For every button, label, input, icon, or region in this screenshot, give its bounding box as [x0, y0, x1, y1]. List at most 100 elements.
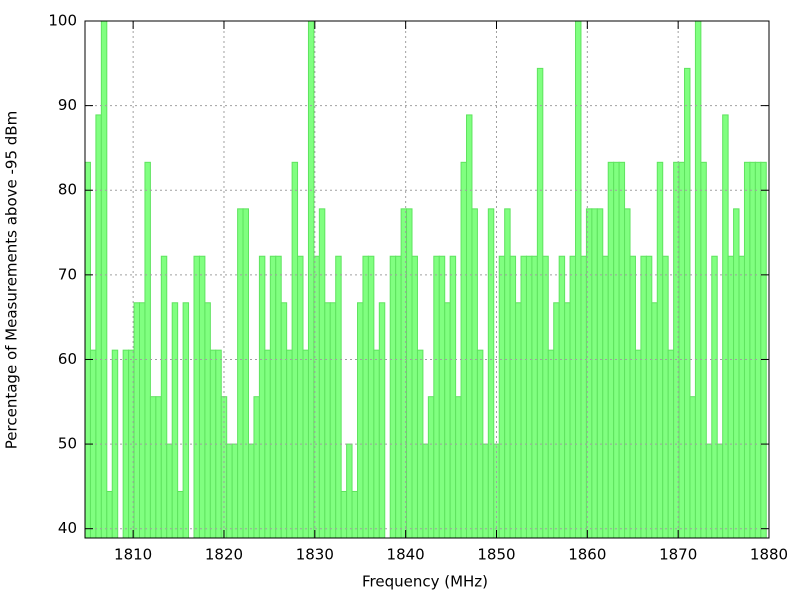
bar	[171, 302, 179, 538]
bar	[346, 443, 353, 538]
bar	[307, 21, 315, 538]
x-tick-label: 1830	[296, 546, 334, 564]
bar	[689, 396, 696, 538]
bar	[716, 443, 724, 538]
bar	[177, 490, 184, 538]
bar	[160, 255, 168, 538]
bar	[498, 255, 506, 538]
bar	[95, 114, 102, 538]
bar	[226, 443, 233, 538]
bar	[558, 255, 566, 538]
bar	[438, 255, 446, 538]
x-tick-label: 1820	[205, 546, 243, 564]
bar	[198, 255, 206, 538]
bar	[455, 396, 462, 538]
bar	[100, 21, 108, 538]
bar	[166, 443, 173, 538]
x-axis-label: Frequency (MHz)	[362, 573, 488, 591]
x-tick-label: 1850	[477, 546, 515, 564]
bar	[367, 255, 375, 538]
bar	[585, 208, 593, 538]
bar	[575, 21, 582, 538]
x-tick-label: 1840	[387, 546, 425, 564]
bar	[242, 208, 250, 538]
bar	[280, 302, 288, 538]
bar	[406, 208, 413, 538]
bar	[509, 255, 517, 538]
bar	[133, 302, 141, 538]
bar	[422, 443, 429, 538]
bar	[531, 255, 538, 538]
bar	[733, 208, 740, 538]
bar	[596, 208, 604, 538]
bar	[340, 490, 348, 538]
bar	[291, 161, 299, 538]
y-tick-label: 90	[58, 96, 77, 114]
bar	[188, 537, 195, 538]
bar	[678, 161, 686, 538]
bar	[656, 161, 664, 538]
bar	[400, 208, 408, 538]
bar	[624, 208, 631, 538]
bar	[411, 255, 418, 538]
bar	[460, 161, 468, 538]
bar	[722, 114, 729, 538]
bar	[694, 21, 702, 538]
bar	[749, 161, 756, 538]
bar	[111, 349, 119, 538]
bar	[433, 255, 440, 538]
bar	[106, 490, 113, 538]
bar	[351, 490, 359, 538]
axes: 40 50 60 70 80 90 100 1810 1820 1830 1840 1850 1860 1…	[48, 12, 788, 564]
bar	[754, 161, 762, 538]
bar	[248, 443, 255, 538]
bars	[85, 21, 767, 538]
bar	[297, 255, 304, 538]
bar	[760, 161, 767, 538]
x-tick-label: 1870	[659, 546, 697, 564]
bar	[645, 255, 653, 538]
bar	[204, 302, 211, 538]
bar	[684, 67, 691, 538]
bar	[357, 302, 364, 538]
bar	[324, 302, 331, 538]
bar	[580, 255, 587, 538]
bar	[602, 255, 609, 538]
bar	[515, 302, 522, 538]
bar	[651, 302, 658, 538]
bar	[318, 208, 326, 538]
x-tick-label: 1860	[568, 546, 606, 564]
y-tick-label: 70	[58, 265, 77, 283]
bar	[743, 161, 751, 538]
y-axis-label: Percentage of Measurements above -95 dBm	[3, 111, 21, 449]
bar	[471, 208, 478, 538]
bar	[139, 302, 146, 538]
bar	[389, 255, 397, 538]
bar	[85, 161, 91, 538]
bar	[237, 208, 244, 538]
bar	[444, 302, 451, 538]
y-tick-label: 40	[58, 519, 77, 537]
bar	[231, 443, 239, 538]
bar	[525, 255, 533, 538]
x-tick-label: 1880	[750, 546, 788, 564]
bar	[269, 255, 277, 538]
bar	[613, 161, 620, 538]
bar	[536, 67, 544, 538]
bar	[727, 255, 735, 538]
bar	[569, 255, 577, 538]
bar	[700, 161, 707, 538]
bar	[253, 396, 260, 538]
bar	[553, 302, 560, 538]
bar	[378, 302, 386, 538]
y-tick-label: 80	[58, 181, 77, 199]
bar	[618, 161, 626, 538]
bar	[155, 396, 162, 538]
bar	[149, 396, 157, 538]
bar	[395, 255, 402, 538]
y-tick-label: 50	[58, 435, 77, 453]
bar	[520, 255, 527, 538]
bar	[705, 443, 713, 538]
bar	[564, 302, 571, 538]
